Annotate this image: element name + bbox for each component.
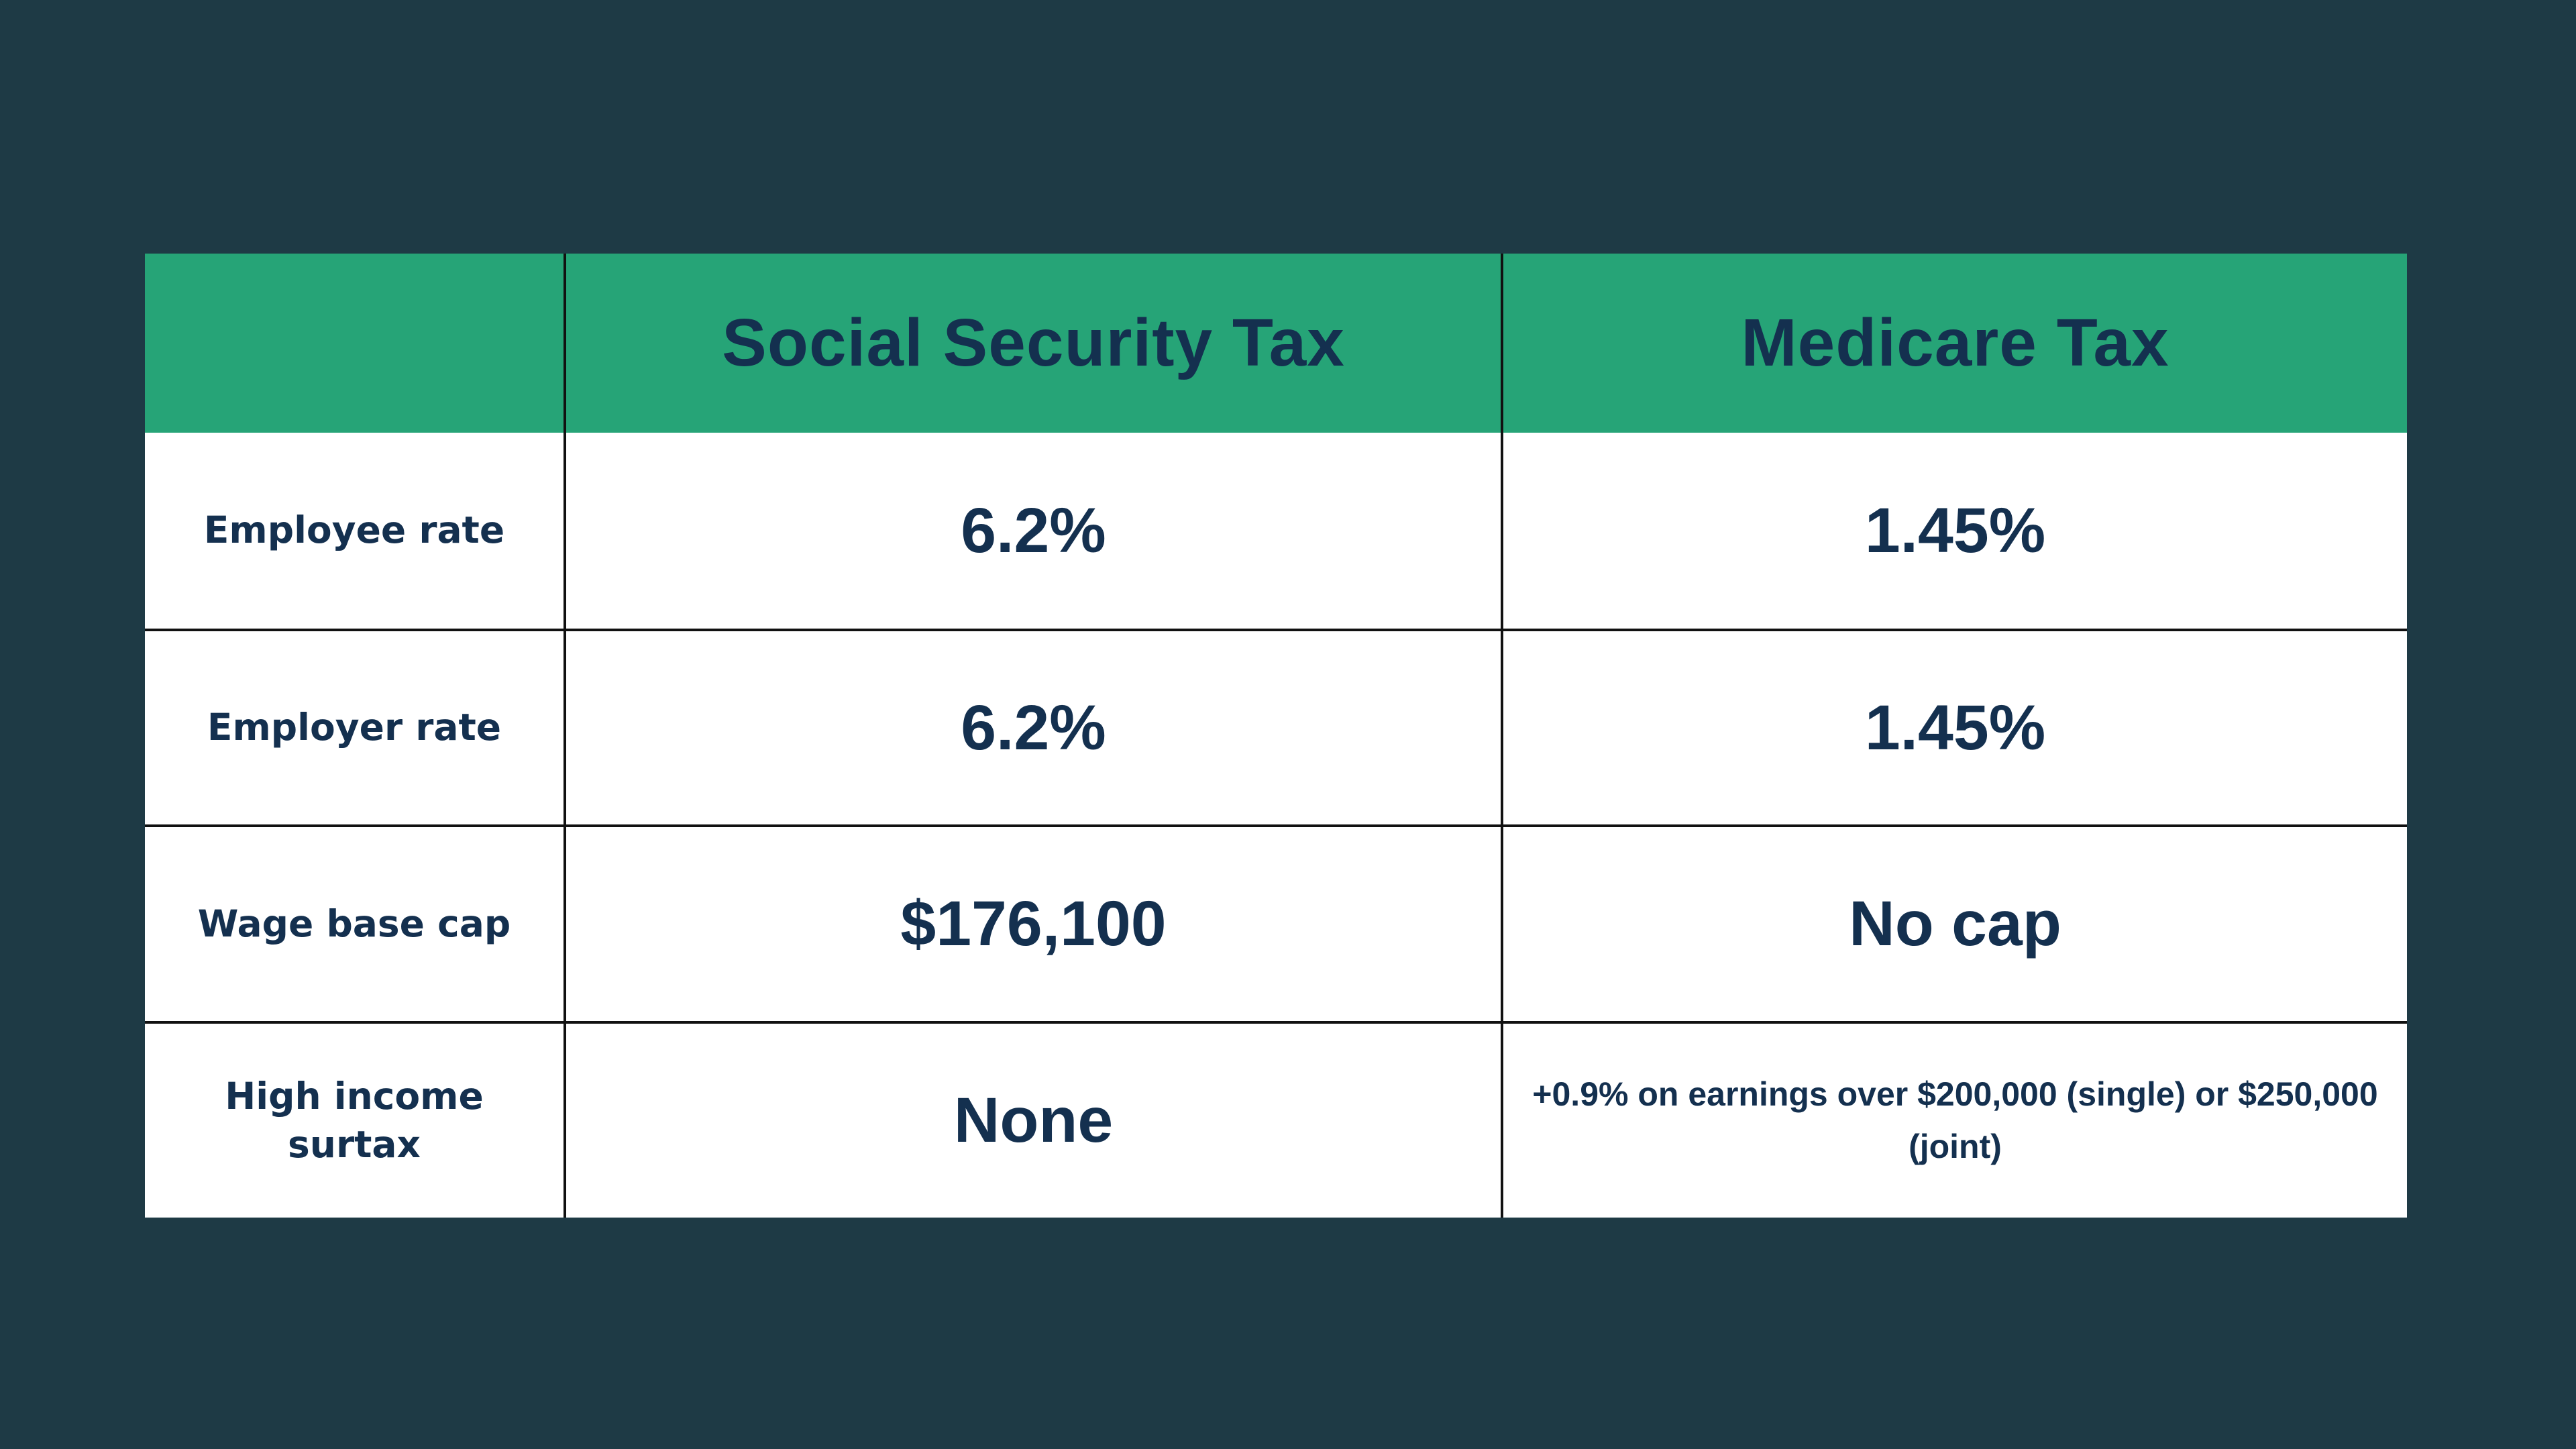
- header-corner-cell: [145, 254, 564, 433]
- employer-rate-social-security-value: 6.2%: [961, 692, 1106, 763]
- tax-comparison-table: Social Security Tax Medicare Tax Employe…: [145, 254, 2407, 1218]
- row-wage-base-cap-label: Wage base cap: [197, 902, 511, 945]
- high-income-surtax-medicare-cell: +0.9% on earnings over $200,000 (single)…: [1501, 1021, 2407, 1218]
- high-income-surtax-social-security-value: None: [953, 1085, 1114, 1156]
- header-social-security-label: Social Security Tax: [722, 305, 1345, 380]
- row-high-income-surtax-label-cell: High income surtax: [145, 1021, 564, 1218]
- high-income-surtax-social-security-cell: None: [564, 1021, 1501, 1218]
- row-employee-rate-label: Employee rate: [203, 508, 505, 552]
- high-income-surtax-medicare-value: +0.9% on earnings over $200,000 (single)…: [1532, 1075, 2378, 1165]
- row-employer-rate-label: Employer rate: [207, 706, 502, 749]
- employee-rate-social-security-value: 6.2%: [961, 494, 1106, 566]
- employer-rate-social-security-cell: 6.2%: [564, 629, 1501, 824]
- header-social-security-tax: Social Security Tax: [564, 254, 1501, 433]
- row-high-income-surtax-label: High income surtax: [225, 1075, 484, 1166]
- header-medicare-tax: Medicare Tax: [1501, 254, 2407, 433]
- employee-rate-medicare-value: 1.45%: [1864, 494, 2046, 566]
- header-medicare-label: Medicare Tax: [1741, 305, 2169, 380]
- wage-base-cap-social-security-value: $176,100: [900, 888, 1167, 959]
- wage-base-cap-medicare-value: No cap: [1849, 888, 2061, 959]
- row-employer-rate-label-cell: Employer rate: [145, 629, 564, 824]
- employer-rate-medicare-cell: 1.45%: [1501, 629, 2407, 824]
- employee-rate-medicare-cell: 1.45%: [1501, 433, 2407, 629]
- employer-rate-medicare-value: 1.45%: [1864, 692, 2046, 763]
- wage-base-cap-medicare-cell: No cap: [1501, 824, 2407, 1021]
- wage-base-cap-social-security-cell: $176,100: [564, 824, 1501, 1021]
- row-wage-base-cap-label-cell: Wage base cap: [145, 824, 564, 1021]
- row-employee-rate-label-cell: Employee rate: [145, 433, 564, 629]
- employee-rate-social-security-cell: 6.2%: [564, 433, 1501, 629]
